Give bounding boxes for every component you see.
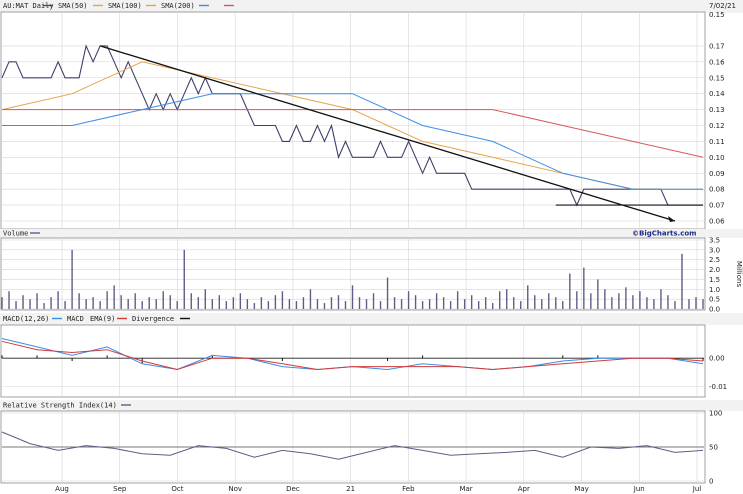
x-tick-label: 21	[346, 485, 355, 493]
y-tick-label: 0.15	[709, 11, 725, 19]
x-tick-label: Jul	[692, 485, 702, 493]
price-annotations	[99, 45, 703, 222]
y-tick-label: 0.06	[709, 218, 725, 226]
source-credit: ©BigCharts.com	[632, 230, 696, 238]
x-tick-label: Mar	[459, 485, 472, 493]
legend-label: MACD	[67, 315, 84, 323]
y-tick-label: 0.17	[709, 42, 725, 50]
y-tick-label: 2.0	[709, 266, 720, 274]
y-tick-label: 0.5	[709, 296, 720, 304]
macd-y-ticks: 0.00 -0.01	[709, 355, 727, 391]
macd-series	[1, 338, 704, 371]
x-tick-label: May	[574, 485, 588, 493]
volume-units: Millions	[735, 261, 743, 288]
y-tick-label: 1.0	[709, 286, 720, 294]
ema9-line	[1, 340, 704, 371]
x-tick-label: Oct	[171, 485, 183, 493]
y-tick-label: 0.15	[709, 74, 725, 82]
x-tick-label: Apr	[518, 485, 530, 493]
legend-label: EMA(9)	[90, 315, 115, 323]
y-tick-label: 1.5	[709, 276, 720, 284]
price-series	[1, 44, 704, 207]
y-tick-label: 0.11	[709, 138, 725, 146]
macd-header	[0, 313, 743, 325]
x-tick-label: Aug	[55, 485, 69, 493]
y-tick-label: 50	[709, 444, 718, 452]
rsi-panel: Relative Strength Index(14) 100 50 0	[0, 400, 743, 486]
x-tick-label: Jun	[633, 485, 645, 493]
x-tick-label: Dec	[286, 485, 300, 493]
volume-bars	[1, 249, 704, 309]
macd-grid	[2, 326, 704, 396]
x-tick-label: Sep	[113, 485, 127, 493]
rsi-grid	[2, 412, 704, 482]
y-tick-label: 2.5	[709, 256, 720, 264]
y-tick-label: 0.00	[709, 355, 725, 363]
price-y-ticks: 0.17 0.16 0.15 0.14 0.13 0.12 0.11 0.10 0.09 0.08…	[709, 11, 725, 226]
y-tick-label: 0.09	[709, 170, 725, 178]
y-tick-label: 100	[709, 410, 722, 418]
y-tick-label: 3.5	[709, 237, 720, 245]
legend-label: SMA(50)	[58, 2, 88, 10]
rsi-header	[0, 400, 743, 411]
rsi-y-ticks: 100 50 0	[709, 410, 722, 486]
volume-grid	[2, 239, 704, 310]
legend-label: Divergence	[132, 315, 174, 323]
price-panel: AU:MAT Daily SMA(50) SMA(100) SMA(200) 7…	[0, 0, 743, 230]
volume-title: Volume	[3, 230, 28, 238]
macd-panel: MACD(12,26) MACD EMA(9) Divergence 0.00 -…	[0, 313, 743, 398]
y-tick-label: 0.08	[709, 186, 725, 194]
x-tick-label: Feb	[402, 485, 415, 493]
price-frame	[0, 11, 706, 230]
price-header	[0, 0, 743, 13]
y-tick-label: 0.14	[709, 90, 725, 98]
chart-date: 7/02/21	[709, 2, 736, 10]
legend-label: SMA(200)	[161, 2, 195, 10]
macd-divergence-bars	[1, 355, 704, 364]
legend-label: SMA(100)	[108, 2, 142, 10]
y-tick-label: 0.16	[709, 58, 725, 66]
y-tick-label: 0.12	[709, 122, 725, 130]
sma100-line	[2, 109, 704, 158]
y-tick-label: 0.13	[709, 106, 725, 114]
price-title: AU:MAT Daily	[3, 2, 54, 10]
downtrend-line	[99, 45, 676, 222]
y-tick-label: 3.0	[709, 246, 720, 254]
y-tick-label: 0	[709, 478, 713, 486]
x-tick-label: Nov	[228, 485, 242, 493]
rsi-line	[1, 431, 704, 460]
volume-panel: Volume ©BigCharts.com Millions 3.53.0 2.5…	[0, 229, 743, 314]
volume-y-ticks: 3.53.0 2.5 2.0 1.5 1.0 0.5 0.0	[709, 237, 720, 314]
rsi-title: Relative Strength Index(14)	[3, 402, 117, 410]
y-tick-label: 0.07	[709, 202, 725, 210]
y-tick-label: 0.10	[709, 154, 725, 162]
rsi-series	[1, 431, 704, 460]
trendline-arrowhead	[667, 216, 675, 222]
sma200-line	[2, 93, 703, 190]
y-tick-label: -0.01	[709, 383, 727, 391]
macd-frame	[0, 324, 706, 398]
x-axis-ticks: Aug Sep Oct Nov Dec 21 Feb Mar Apr May Jun Jul	[55, 485, 701, 493]
volume-header	[0, 229, 743, 238]
y-tick-label: 0.0	[709, 306, 720, 314]
macd-title: MACD(12,26)	[3, 315, 49, 323]
